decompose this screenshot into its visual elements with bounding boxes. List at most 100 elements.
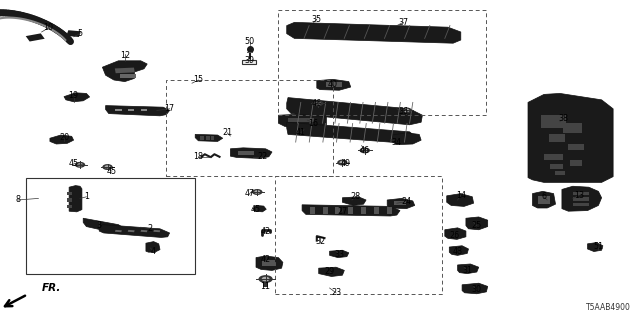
Polygon shape [230, 148, 272, 158]
Polygon shape [128, 230, 134, 232]
Polygon shape [128, 109, 134, 111]
Polygon shape [211, 136, 214, 140]
Text: 45: 45 [68, 159, 79, 168]
Polygon shape [544, 154, 563, 160]
Polygon shape [146, 242, 160, 252]
Polygon shape [330, 250, 349, 258]
Circle shape [106, 166, 110, 168]
Circle shape [259, 276, 272, 282]
Polygon shape [570, 160, 582, 166]
Text: 29: 29 [324, 268, 335, 276]
Polygon shape [374, 207, 379, 214]
Polygon shape [573, 192, 589, 195]
Polygon shape [256, 256, 283, 270]
Polygon shape [317, 79, 351, 90]
Polygon shape [239, 151, 255, 155]
Polygon shape [115, 230, 122, 232]
Polygon shape [445, 228, 466, 239]
Polygon shape [262, 260, 275, 266]
Polygon shape [573, 203, 589, 206]
Polygon shape [154, 230, 160, 232]
Text: 21: 21 [222, 128, 232, 137]
Text: 25: 25 [472, 221, 482, 230]
Bar [275, 176, 442, 294]
Polygon shape [288, 118, 314, 122]
Polygon shape [387, 207, 392, 214]
Text: 34: 34 [392, 138, 402, 147]
Polygon shape [323, 207, 328, 214]
Text: 3: 3 [97, 221, 102, 230]
Polygon shape [335, 207, 340, 214]
Polygon shape [106, 106, 170, 116]
Text: 27: 27 [337, 207, 348, 216]
Text: 10: 10 [43, 23, 53, 32]
Text: 5: 5 [77, 29, 83, 38]
Bar [278, 10, 486, 115]
Polygon shape [141, 109, 147, 111]
Bar [242, 60, 256, 64]
Text: 2: 2 [148, 224, 153, 233]
Polygon shape [462, 283, 488, 294]
Polygon shape [449, 246, 468, 255]
Polygon shape [83, 218, 125, 233]
Text: 32: 32 [315, 237, 325, 246]
Polygon shape [447, 194, 474, 206]
Circle shape [402, 108, 411, 113]
Text: 8: 8 [15, 196, 20, 204]
Circle shape [76, 163, 84, 167]
Polygon shape [141, 230, 147, 232]
Polygon shape [115, 109, 122, 111]
Polygon shape [562, 186, 602, 211]
Circle shape [255, 191, 260, 193]
Text: 31: 31 [462, 266, 472, 275]
Text: 38: 38 [558, 114, 568, 123]
Text: 23: 23 [331, 288, 341, 297]
Polygon shape [319, 267, 344, 276]
Polygon shape [532, 191, 556, 208]
Polygon shape [342, 197, 366, 205]
Text: 51: 51 [593, 242, 604, 251]
Polygon shape [326, 82, 342, 87]
Text: 14: 14 [456, 191, 466, 200]
Polygon shape [556, 171, 564, 175]
Polygon shape [549, 134, 564, 141]
Polygon shape [302, 205, 400, 216]
Polygon shape [263, 283, 268, 287]
Polygon shape [392, 133, 421, 145]
Circle shape [316, 102, 321, 104]
Polygon shape [287, 98, 422, 125]
Text: 37: 37 [398, 18, 408, 27]
Text: T5AAB4900: T5AAB4900 [586, 303, 630, 312]
Text: 17: 17 [164, 104, 175, 113]
Circle shape [404, 109, 409, 111]
Text: 18: 18 [193, 152, 204, 161]
Text: 15: 15 [193, 76, 204, 84]
Polygon shape [550, 164, 563, 169]
Polygon shape [588, 243, 603, 252]
Circle shape [78, 164, 83, 166]
Polygon shape [69, 186, 82, 212]
Polygon shape [278, 114, 326, 128]
Text: FR.: FR. [42, 284, 61, 293]
Polygon shape [26, 33, 45, 42]
Text: 26: 26 [449, 231, 460, 240]
Polygon shape [253, 205, 266, 212]
Polygon shape [287, 122, 416, 143]
Text: 46: 46 [312, 100, 322, 108]
Polygon shape [361, 207, 366, 214]
Text: 42: 42 [260, 228, 271, 236]
Polygon shape [64, 93, 90, 102]
Text: 45: 45 [251, 205, 261, 214]
Text: 6: 6 [541, 192, 547, 201]
Text: 24: 24 [401, 197, 412, 206]
Polygon shape [310, 207, 315, 214]
Text: 39: 39 [244, 56, 255, 65]
Text: 13: 13 [574, 191, 584, 200]
Text: 4: 4 [151, 247, 156, 256]
Text: 47: 47 [244, 189, 255, 198]
Text: 22: 22 [257, 152, 268, 161]
Polygon shape [528, 93, 613, 182]
Text: 35: 35 [312, 15, 322, 24]
Bar [166, 80, 333, 176]
Polygon shape [466, 217, 488, 230]
